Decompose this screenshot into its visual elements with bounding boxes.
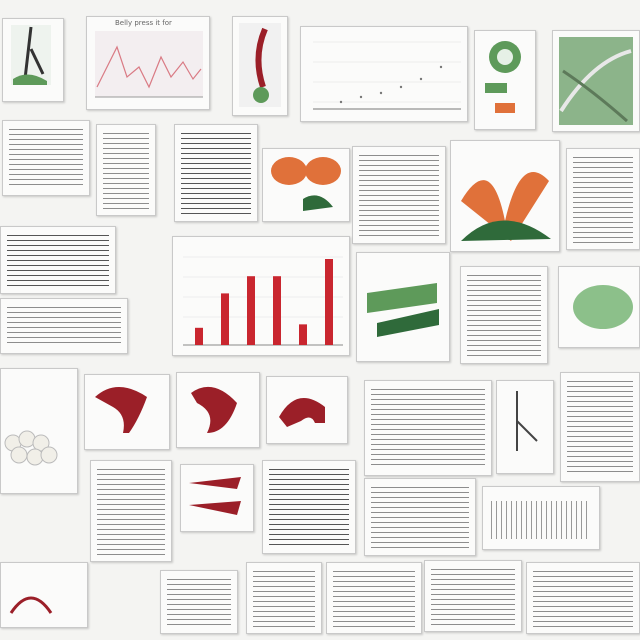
- bar-0: [195, 327, 203, 345]
- diagram-card-3: [474, 30, 536, 130]
- histogram-card: [482, 486, 600, 550]
- nerve-diagram-icon: [11, 25, 51, 85]
- illustration-card-5: [558, 266, 640, 348]
- text-card-5: [566, 148, 640, 250]
- text-card-1: [2, 120, 90, 196]
- muscle-card-4: [180, 464, 254, 532]
- chart-title: Belly press it for: [115, 19, 172, 27]
- muscle-card-3: [266, 376, 348, 444]
- illustration-card-1: [552, 30, 640, 132]
- diagram-card-5: [496, 380, 554, 474]
- illustration-card-3: [450, 140, 560, 252]
- leaf-illustration-icon: [485, 41, 521, 113]
- line-chart-card: Belly press it for: [86, 16, 210, 110]
- illustration-card-2: [262, 148, 350, 222]
- text-card-13: [246, 562, 322, 634]
- text-card-8: [460, 266, 548, 364]
- text-card-2: [96, 124, 156, 216]
- diagram-card-6: [0, 562, 88, 628]
- bar-4: [299, 324, 307, 345]
- text-card-16: [526, 562, 640, 634]
- cells-illustration-icon: [4, 430, 58, 466]
- vessel-illustration-icon: [239, 23, 281, 107]
- bar-chart-card: [172, 236, 350, 356]
- bar-3: [273, 276, 281, 345]
- muscle-card-1: [84, 374, 170, 450]
- nerve-diagram-icon: [516, 391, 538, 451]
- text-card-11: [262, 460, 356, 554]
- muscle-card-2: [176, 372, 260, 448]
- scatter-chart: [313, 41, 461, 110]
- line-chart: [95, 31, 203, 98]
- muscle-illustration-icon: [95, 387, 147, 433]
- illustration-card-4: [356, 252, 450, 362]
- text-card-10: [90, 460, 172, 562]
- text-card-3: [174, 124, 258, 222]
- text-card-4: [352, 146, 446, 244]
- table-card-1: [364, 380, 492, 476]
- bar-chart: [183, 256, 343, 346]
- leaf-illustration-icon: [461, 172, 551, 241]
- bar-1: [221, 293, 229, 345]
- nerve-diagram-icon: [9, 596, 53, 614]
- muscle-illustration-icon: [271, 157, 341, 211]
- text-card-7: [0, 298, 128, 354]
- diagram-card-1: [2, 18, 64, 102]
- diagram-card-4: [0, 368, 78, 494]
- bar-2: [247, 276, 255, 345]
- muscle-illustration-icon: [189, 477, 241, 515]
- bar-5: [325, 259, 333, 345]
- scatter-chart-card: [300, 26, 468, 122]
- text-card-6: [0, 226, 116, 294]
- diagram-card-2: [232, 16, 288, 116]
- text-card-12: [364, 478, 476, 556]
- leaf-illustration-icon: [573, 285, 633, 329]
- text-card-15: [424, 560, 522, 632]
- leaf-illustration-icon: [367, 283, 439, 337]
- muscle-illustration-icon: [191, 386, 237, 433]
- table-card-2: [160, 570, 238, 634]
- muscle-illustration-icon: [279, 398, 325, 427]
- text-card-14: [326, 562, 422, 634]
- leaf-illustration-icon: [559, 37, 633, 125]
- text-card-9: [560, 372, 640, 482]
